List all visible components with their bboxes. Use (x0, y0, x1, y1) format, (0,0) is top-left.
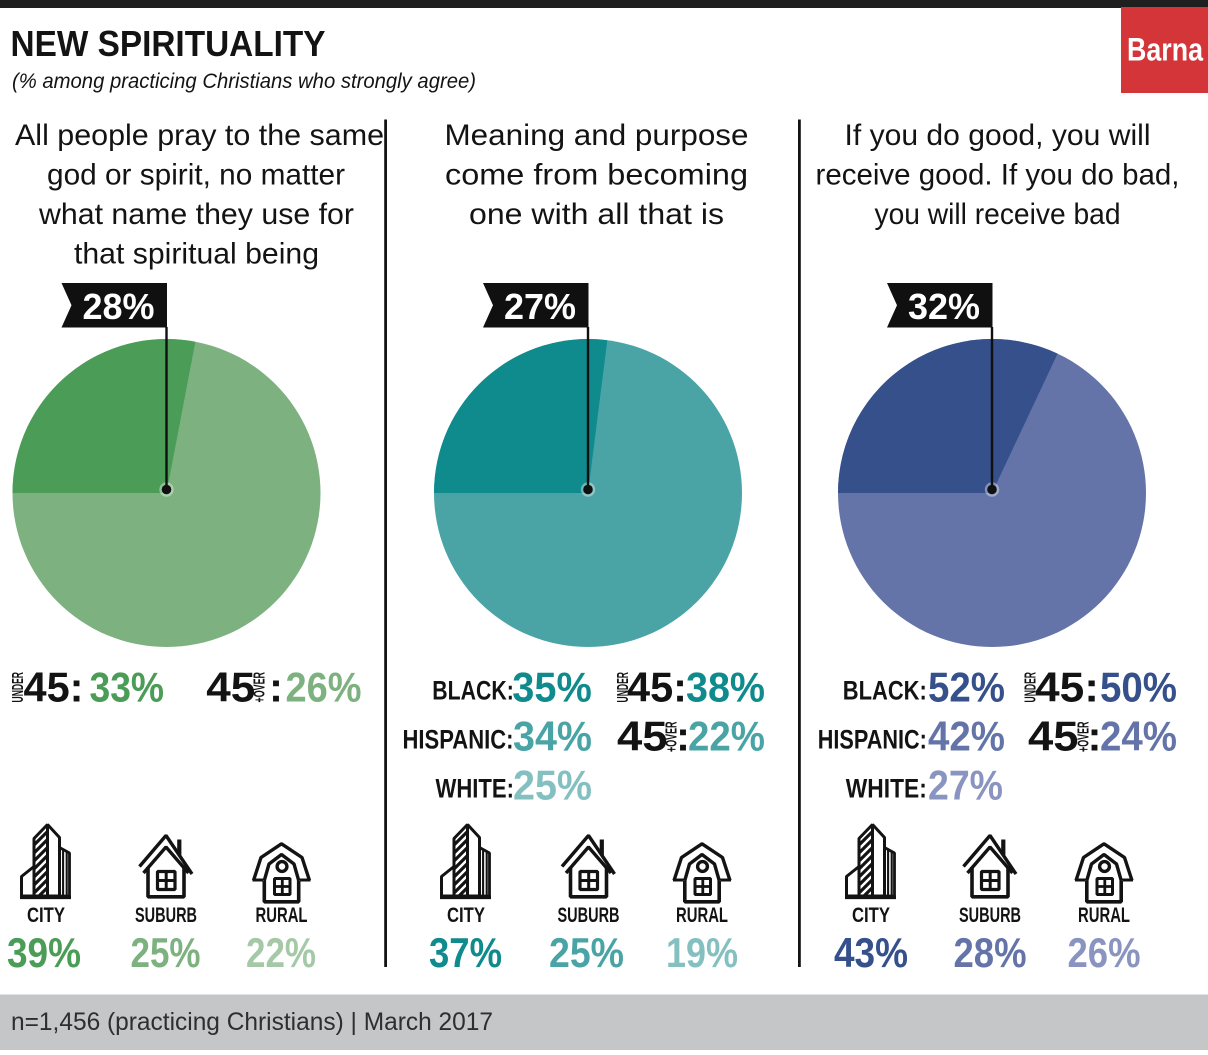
svg-text:CITY: CITY (27, 904, 65, 927)
svg-text::: : (1088, 713, 1102, 760)
svg-text:42%: 42% (928, 713, 1005, 760)
svg-text:WHITE:: WHITE: (846, 774, 927, 804)
svg-text:BLACK:: BLACK: (432, 676, 514, 706)
svg-text:25%: 25% (549, 929, 624, 976)
svg-text:34%: 34% (513, 713, 592, 760)
svg-text:33%: 33% (90, 664, 165, 711)
svg-text:NEW SPIRITUALITY: NEW SPIRITUALITY (11, 23, 326, 64)
svg-text:you will receive bad: you will receive bad (875, 198, 1121, 231)
svg-text:52%: 52% (928, 664, 1005, 711)
svg-text:(% among practicing Christians: (% among practicing Christians who stron… (12, 69, 476, 93)
svg-text:45:: 45: (24, 664, 84, 711)
svg-text:28%: 28% (83, 286, 155, 327)
svg-text:22%: 22% (688, 713, 765, 760)
svg-text:28%: 28% (954, 929, 1027, 976)
svg-text:n=1,456 (practicing Christians: n=1,456 (practicing Christians) | March … (11, 1008, 493, 1036)
svg-text:43%: 43% (834, 929, 908, 976)
svg-text::: : (676, 713, 690, 760)
svg-text:27%: 27% (504, 286, 576, 327)
svg-text:what name they use for: what name they use for (38, 198, 354, 231)
svg-text:SUBURB: SUBURB (959, 904, 1021, 927)
svg-text:UNDER: UNDER (615, 672, 632, 703)
svg-text:Barna: Barna (1127, 32, 1204, 68)
svg-text:+OVER: +OVER (252, 672, 269, 703)
svg-text:one with all that is: one with all that is (469, 198, 724, 231)
svg-text:god or spirit, no matter: god or spirit, no matter (47, 159, 345, 192)
svg-text::: : (269, 664, 283, 711)
svg-text:+OVER: +OVER (1076, 721, 1093, 752)
svg-text:26%: 26% (286, 664, 362, 711)
svg-text:35%: 35% (512, 664, 592, 711)
svg-text:45:: 45: (1035, 664, 1099, 711)
svg-text:RURAL: RURAL (676, 904, 728, 927)
svg-text:RURAL: RURAL (256, 904, 308, 927)
svg-text:45: 45 (617, 713, 668, 760)
svg-text:38%: 38% (686, 664, 765, 711)
svg-text:Meaning and purpose: Meaning and purpose (445, 119, 749, 152)
svg-text:45:: 45: (627, 664, 687, 711)
svg-text:HISPANIC:: HISPANIC: (403, 725, 514, 755)
svg-text:All people pray to the same: All people pray to the same (15, 119, 384, 152)
svg-text:CITY: CITY (447, 904, 485, 927)
svg-text:SUBURB: SUBURB (558, 904, 620, 927)
svg-text:UNDER: UNDER (1023, 672, 1040, 703)
svg-text:45: 45 (1028, 713, 1079, 760)
svg-text:If you do good, you will: If you do good, you will (845, 119, 1151, 152)
svg-text:37%: 37% (429, 929, 502, 976)
svg-text:24%: 24% (1100, 713, 1177, 760)
svg-text:HISPANIC:: HISPANIC: (818, 725, 927, 755)
svg-text:25%: 25% (131, 929, 201, 976)
svg-text:WHITE:: WHITE: (436, 774, 515, 804)
svg-text:26%: 26% (1068, 929, 1141, 976)
svg-text:BLACK:: BLACK: (843, 676, 927, 706)
svg-text:25%: 25% (513, 762, 592, 809)
svg-text:27%: 27% (928, 762, 1003, 809)
svg-text:CITY: CITY (852, 904, 890, 927)
svg-text:50%: 50% (1100, 664, 1177, 711)
svg-text:45: 45 (206, 664, 255, 711)
svg-text:RURAL: RURAL (1078, 904, 1130, 927)
svg-text:22%: 22% (246, 929, 316, 976)
svg-text:32%: 32% (908, 286, 980, 327)
svg-text:+OVER: +OVER (664, 721, 681, 752)
svg-text:UNDER: UNDER (10, 672, 27, 703)
svg-text:39%: 39% (7, 929, 81, 976)
svg-text:come from becoming: come from becoming (445, 159, 748, 192)
svg-text:that spiritual being: that spiritual being (74, 238, 319, 271)
svg-text:receive good. If you do bad,: receive good. If you do bad, (816, 159, 1180, 192)
svg-text:19%: 19% (666, 929, 738, 976)
svg-text:SUBURB: SUBURB (135, 904, 197, 927)
